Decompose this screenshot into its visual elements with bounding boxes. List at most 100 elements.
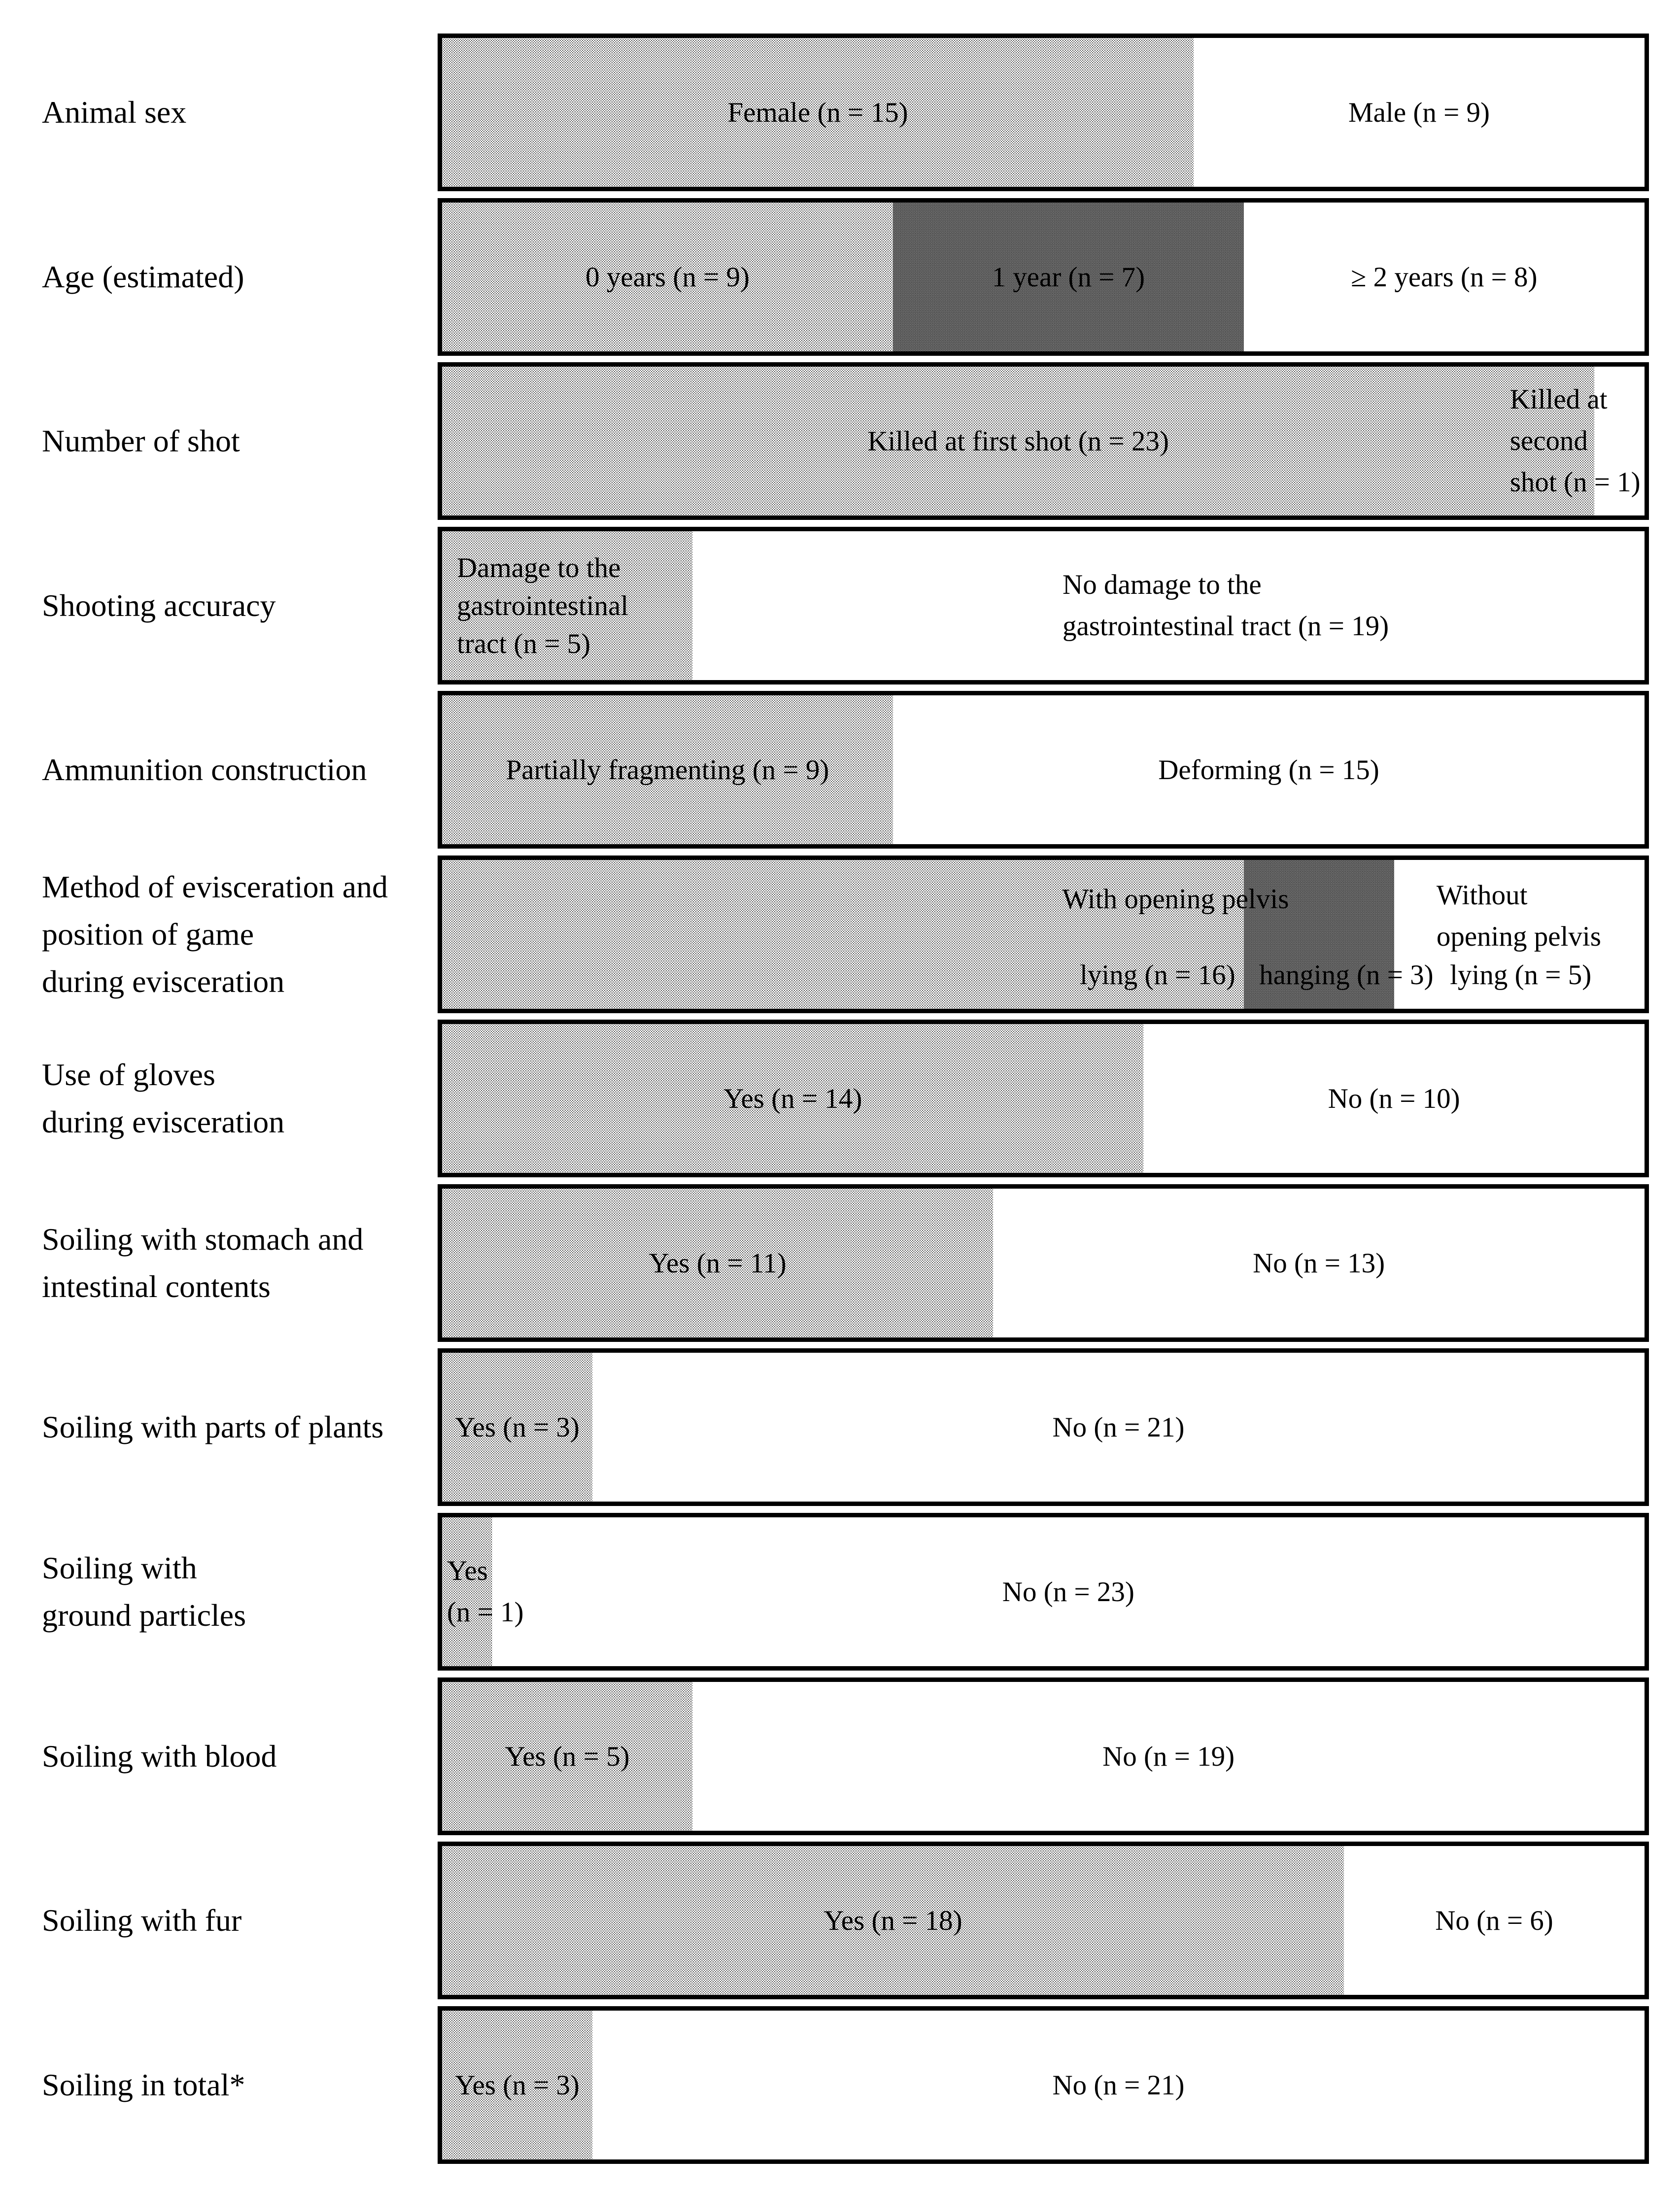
stacked-bar: Yes (n = 18) No (n = 6) <box>438 1842 1649 1999</box>
row-label-line: Method of evisceration and <box>42 869 388 904</box>
segment-text-overlay: No damage to the gastrointestinal tract (… <box>1063 564 1389 647</box>
segment-text: Yes (n = 5) <box>505 1738 630 1776</box>
segment-text-line: 1 year (n = 7) <box>992 261 1145 293</box>
stacked-bar: With opening pelvis lying (n = 16) hanging… <box>438 855 1649 1013</box>
row-label-line: Soiling with fur <box>42 1903 242 1938</box>
bar-segment-white <box>1394 860 1645 1009</box>
overlay-text-line: lying (n = 5) <box>1450 959 1592 991</box>
segment-text-line: Deforming (n = 15) <box>1158 754 1379 786</box>
overlay-text-line: (n = 1) <box>447 1597 524 1628</box>
bar-segment-white <box>692 531 1645 680</box>
bar-segment-dense <box>1243 860 1394 1009</box>
row-label: Soiling with blood <box>42 1677 436 1835</box>
stacked-bar: No (n = 23) Yes (n = 1) <box>438 1513 1649 1671</box>
segment-text-line: gastrointestinal <box>457 590 629 621</box>
row-label-line: Soiling with parts of plants <box>42 1409 384 1444</box>
segment-text-line: Yes (n = 11) <box>649 1247 787 1279</box>
segment-text-line: Damage to the <box>457 552 621 583</box>
segment-text: No (n = 21) <box>1052 2066 1184 2104</box>
segment-text: 0 years (n = 9) <box>585 258 750 296</box>
overlay-text-line: opening pelvis <box>1436 921 1601 952</box>
bar-segment-light: Female (n = 15) <box>442 38 1194 187</box>
bar-segment-light: Killed at first shot (n = 23) <box>442 367 1595 515</box>
segment-text-line: Killed at first shot (n = 23) <box>867 425 1169 457</box>
bar-segment-white <box>1594 367 1645 515</box>
overlay-text-line: Yes <box>447 1555 488 1586</box>
segment-text-line: No (n = 10) <box>1328 1083 1460 1114</box>
segment-text: ≥ 2 years (n = 8) <box>1351 258 1537 296</box>
segment-text: Killed at first shot (n = 23) <box>867 422 1169 460</box>
segment-text-line: No (n = 21) <box>1052 2069 1185 2101</box>
row-label-line: Soiling with blood <box>42 1739 277 1774</box>
segment-text: Yes (n = 11) <box>649 1244 787 1282</box>
segment-text-line: Yes (n = 3) <box>455 1411 580 1443</box>
segment-text-overlay: With opening pelvis <box>1062 879 1289 920</box>
row-label: Soiling with stomach and intestinal conte… <box>42 1184 436 1342</box>
bar-segment-white: ≥ 2 years (n = 8) <box>1243 203 1645 351</box>
overlay-text-line: hanging (n = 3) <box>1259 959 1434 991</box>
row-label: Soiling in total* <box>42 2006 436 2164</box>
segment-text-line: No (n = 21) <box>1052 1411 1185 1443</box>
segment-text-line: Partially fragmenting (n = 9) <box>506 754 829 786</box>
stacked-bar: Yes (n = 11) No (n = 13) <box>438 1184 1649 1342</box>
segment-text: No (n = 21) <box>1052 1408 1184 1446</box>
stacked-bar: Killed at first shot (n = 23) Killed at se… <box>438 362 1649 520</box>
overlay-text-line: No damage to the <box>1063 569 1262 600</box>
segment-text-overlay: Without opening pelvis <box>1437 875 1601 958</box>
overlay-text-line: lying (n = 16) <box>1080 959 1235 991</box>
row-label: Ammunition construction <box>42 691 436 849</box>
row-label: Soiling with ground particles <box>42 1513 436 1671</box>
row-label-line: ground particles <box>42 1598 246 1633</box>
segment-text: No (n = 13) <box>1253 1244 1385 1282</box>
row-label-line: during evisceration <box>42 1104 285 1139</box>
bar-segment-white: Deforming (n = 15) <box>893 695 1645 844</box>
stacked-bar: Yes (n = 5) No (n = 19) <box>438 1677 1649 1835</box>
segment-text-line: 0 years (n = 9) <box>585 261 750 293</box>
segment-text-line: No (n = 19) <box>1102 1741 1235 1772</box>
segment-text-line: tract (n = 5) <box>457 628 591 659</box>
bar-segment-white: No (n = 23) <box>492 1517 1645 1666</box>
segment-text: Damage to the gastrointestinal tract (n = … <box>442 549 628 663</box>
segment-text-line: No (n = 23) <box>1002 1576 1134 1608</box>
row-label-line: Number of shot <box>42 423 240 458</box>
row-label-line: Soiling with <box>42 1550 197 1585</box>
segment-text: Male (n = 9) <box>1348 94 1490 132</box>
stacked-bar: Partially fragmenting (n = 9) Deforming (… <box>438 691 1649 849</box>
segment-text: Yes (n = 3) <box>455 1408 580 1446</box>
segment-text-line: ≥ 2 years (n = 8) <box>1351 261 1538 293</box>
row-label-line: position of game <box>42 917 254 952</box>
overlay-text-line: With opening pelvis <box>1062 884 1289 915</box>
overlay-text-line: second <box>1509 425 1588 456</box>
segment-text: Yes (n = 14) <box>723 1080 862 1118</box>
bar-segment-light: Yes (n = 3) <box>442 2011 592 2159</box>
segment-text: Deforming (n = 15) <box>1158 751 1379 789</box>
segment-text: Yes (n = 18) <box>823 1902 962 1940</box>
row-label-line: Soiling with stomach and <box>42 1222 364 1257</box>
bar-segment-light: Yes (n = 11) <box>442 1189 994 1337</box>
row-label-line: intestinal contents <box>42 1269 271 1304</box>
row-label-line: Shooting accuracy <box>42 588 276 623</box>
segment-text-overlay: lying (n = 16) <box>1080 955 1235 996</box>
segment-text-line: No (n = 13) <box>1253 1247 1385 1279</box>
segment-text-line: Yes (n = 18) <box>823 1905 962 1936</box>
row-label: Animal sex <box>42 34 436 191</box>
bar-segment-white: No (n = 19) <box>692 1682 1645 1831</box>
bar-segment-light <box>442 860 1244 1009</box>
segment-text-line: Male (n = 9) <box>1348 97 1490 128</box>
segment-text: No (n = 19) <box>1102 1738 1234 1776</box>
row-label: Number of shot <box>42 362 436 520</box>
row-label-line: Animal sex <box>42 95 187 130</box>
row-label-line: Use of gloves <box>42 1057 215 1092</box>
bar-segment-white: Male (n = 9) <box>1194 38 1645 187</box>
segment-text-overlay: Yes (n = 1) <box>447 1550 524 1633</box>
bar-segment-light: Damage to the gastrointestinal tract (n = … <box>442 531 693 680</box>
segment-text-line: Yes (n = 5) <box>505 1741 630 1772</box>
overlay-text-line: gastrointestinal tract (n = 19) <box>1063 611 1389 642</box>
row-label-line: Age (estimated) <box>42 259 244 294</box>
bar-segment-white: No (n = 10) <box>1143 1024 1645 1173</box>
bar-segment-dense: 1 year (n = 7) <box>893 203 1244 351</box>
row-label: Soiling with fur <box>42 1842 436 1999</box>
row-label: Age (estimated) <box>42 198 436 356</box>
segment-text-line: Yes (n = 3) <box>455 2069 580 2101</box>
